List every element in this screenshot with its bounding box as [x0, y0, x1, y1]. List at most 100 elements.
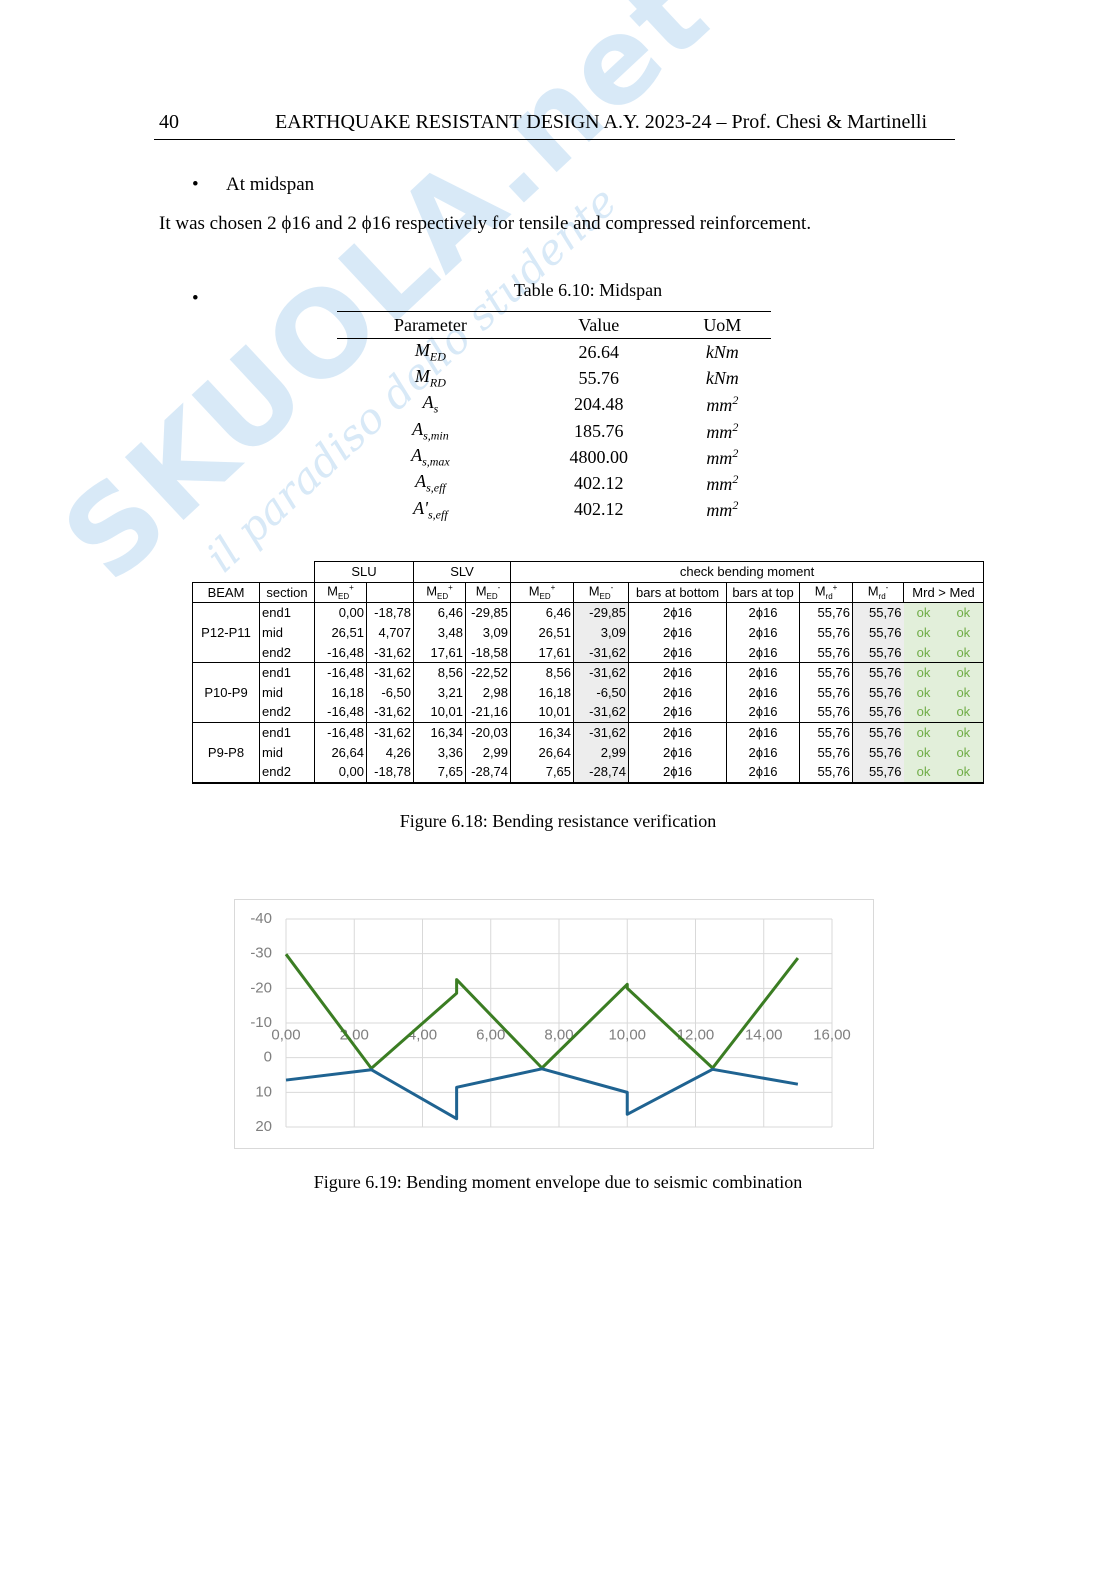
table-cell: ok [943, 742, 984, 762]
symbol: A [422, 392, 434, 413]
subscript: s [433, 402, 439, 417]
table-cell: 2ϕ16 [628, 761, 727, 783]
table-cell: 2ϕ16 [726, 702, 800, 723]
table-cell: -18,58 [465, 642, 511, 663]
table-cell: 8,56 [510, 661, 574, 683]
bullet: • [192, 288, 199, 309]
table-row: mid 26,64 4,26 3,36 2,99 26,64 2,99 2ϕ16 2ϕ16 55,… [193, 742, 984, 762]
table-cell: 4,707 [365, 622, 414, 643]
table-cell: 55,76 [799, 682, 853, 703]
section-cell: end2 [259, 702, 315, 723]
table-cell: 55,76 [852, 702, 904, 723]
table-cell: ok [943, 622, 984, 643]
y-tick-label: 20 [255, 1118, 272, 1135]
superscript: 2 [732, 498, 739, 513]
bullet-text: At midspan [226, 174, 315, 195]
parameter-cell: A's,eff [337, 497, 524, 523]
parameter-cell: MED [337, 339, 524, 366]
table-row: P12-P11 end1 0,00 -18,78 6,46 -29,85 6,46 -29,8… [192, 602, 984, 663]
subscript: ED [599, 592, 611, 602]
unit-cell: mm2 [674, 418, 771, 444]
symbol: mm [706, 447, 733, 468]
table-cell: -16,48 [314, 721, 367, 743]
header-cell: UoM [673, 311, 771, 339]
table-cell: ok [943, 642, 984, 663]
superscript: 2 [732, 393, 739, 408]
section-cell: end2 [259, 761, 315, 783]
table-cell: -31,62 [573, 702, 629, 723]
table-cell: 55,76 [852, 721, 904, 743]
table-cell: 2ϕ16 [726, 721, 800, 743]
symbol: M [588, 583, 600, 599]
header-cell: Mrd+ [799, 581, 853, 604]
symbol: M [867, 583, 879, 599]
superscript: 2 [732, 472, 739, 487]
table-cell: 55,76 [852, 742, 904, 762]
table-cell: ok [943, 721, 984, 743]
table-cell: -31,62 [573, 642, 629, 663]
subscript: RD [429, 375, 446, 390]
unit-cell: mm2 [674, 470, 771, 496]
table-row: mid 16,18 -6,50 3,21 2,98 16,18 -6,50 2ϕ16 2ϕ16 5… [193, 682, 984, 703]
symbol: A' [413, 497, 429, 518]
symbol: A [412, 418, 424, 439]
x-tick-label: 10,00 [608, 1027, 646, 1044]
table-cell: -21,16 [465, 702, 511, 723]
figure-caption: Figure 6.18: Bending resistance verifica… [399, 811, 717, 831]
value-cell: 204.48 [573, 394, 624, 415]
section-cell: end1 [259, 721, 315, 743]
table-cell: 2ϕ16 [726, 742, 800, 762]
value-cell: 402.12 [573, 499, 624, 520]
table-cell: ok [903, 642, 944, 663]
table-cell: 10,01 [510, 702, 574, 723]
table-cell: 7,65 [510, 761, 574, 783]
y-tick-label: 0 [264, 1049, 272, 1066]
table-cell: 55,76 [799, 642, 853, 663]
group-cell: SLU [313, 561, 414, 583]
y-tick-label: -40 [250, 910, 272, 927]
table-cell: 10,01 [413, 702, 466, 723]
table-cell: 7,65 [413, 761, 466, 783]
value-cell: 55.76 [578, 367, 619, 388]
table-cell: 2,99 [465, 742, 511, 762]
unit-cell: kNm [674, 339, 771, 366]
parameter-cell: As,min [337, 418, 524, 444]
table-cell: 6,46 [510, 602, 574, 623]
verification-table: SLU SLV check bending moment BEAM section MED… [192, 561, 985, 784]
parameter-cell: As [337, 392, 524, 418]
header-cell: bars at bottom [628, 581, 727, 604]
table-cell: 2ϕ16 [628, 622, 727, 643]
table-cell: 55,76 [799, 702, 853, 723]
table-cell: -18,78 [365, 761, 414, 783]
table-cell: 2ϕ16 [628, 702, 727, 723]
subscript: rd [825, 592, 833, 602]
x-tick-label: 0,00 [271, 1027, 300, 1044]
table-cell: 3,09 [465, 622, 511, 643]
table-cell: ok [943, 602, 984, 623]
table-row: As,max 4800.00 mm2 [337, 444, 771, 470]
table-cell: 8,56 [413, 661, 466, 683]
superscript: + [349, 583, 354, 593]
table-row: end2 -16,48 -31,62 10,01 -21,16 10,01 -31,62 2ϕ… [193, 702, 984, 723]
table-cell: -31,62 [573, 661, 629, 683]
symbol: A [415, 471, 427, 492]
table-cell: 16,34 [510, 721, 574, 743]
y-tick-label: -20 [250, 979, 272, 996]
section-cell: mid [259, 622, 315, 643]
header-rule [154, 139, 955, 140]
table-row: P9-P8 end1 -16,48 -31,62 16,34 -20,03 16,34 -31… [192, 721, 984, 783]
symbol: kNm [705, 367, 739, 388]
beam-cell: P10-P9 [192, 661, 260, 723]
table-caption: Table 6.10: Midspan [513, 280, 663, 300]
table-cell: 26,64 [314, 742, 367, 762]
subscript: ED [486, 592, 498, 602]
table-cell: 55,76 [852, 661, 904, 683]
symbol: mm [706, 395, 733, 416]
table-cell: 55,76 [799, 622, 853, 643]
table-cell: 55,76 [852, 642, 904, 663]
table-cell: 55,76 [799, 661, 853, 683]
chart-frame [234, 899, 874, 1149]
table-cell: ok [903, 721, 944, 743]
table-cell: 16,34 [413, 721, 466, 743]
